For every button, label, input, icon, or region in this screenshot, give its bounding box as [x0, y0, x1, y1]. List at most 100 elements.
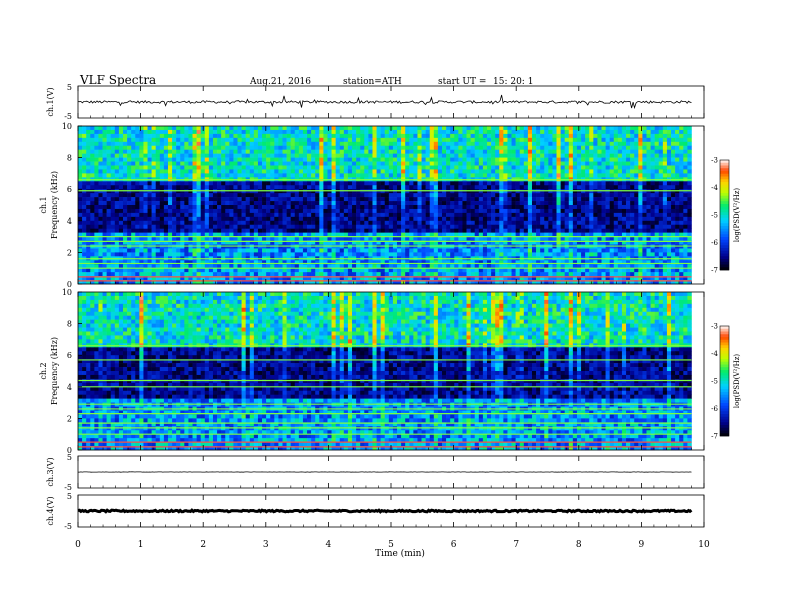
spectrogram-cell — [581, 181, 586, 186]
spectrogram-cell — [409, 232, 414, 237]
spectrogram-cell — [364, 181, 369, 186]
spectrogram-cell — [634, 169, 639, 174]
spectrogram-cell — [450, 216, 455, 222]
spectrogram-cell — [114, 141, 120, 147]
spectrogram-cell — [180, 161, 185, 166]
spectrogram-cell — [360, 145, 365, 150]
spectrogram-cell — [397, 133, 402, 139]
spectrogram-cell — [257, 153, 263, 158]
spectrogram-cell — [118, 173, 124, 178]
spectrogram-cell — [679, 224, 684, 229]
spectrogram-cell — [204, 157, 210, 162]
spectrogram-cell — [262, 236, 267, 241]
spectrogram-cell — [613, 224, 619, 229]
spectrogram-cell — [536, 216, 541, 222]
spectrogram-cell — [200, 181, 206, 186]
spectrogram-cell — [626, 197, 631, 202]
spectrogram-cell — [286, 161, 291, 166]
spectrogram-cell — [294, 208, 300, 214]
spectrogram-cell — [540, 252, 545, 257]
spectrogram-cell — [564, 149, 570, 154]
spectrogram-cell — [110, 133, 116, 139]
spectrogram-cell — [482, 173, 488, 178]
spectrogram-cell — [446, 133, 451, 139]
spectrogram-cell — [278, 126, 283, 131]
spectrogram-cell — [687, 232, 692, 237]
spectrogram-cell — [249, 153, 255, 158]
spectrogram-cell — [392, 165, 398, 170]
spectrogram-cell — [568, 185, 574, 190]
spectrogram-cell — [356, 137, 361, 143]
spectrogram-cell — [572, 133, 578, 139]
spectrogram-cell — [437, 252, 443, 257]
spectrogram-cell — [397, 212, 402, 218]
spectrogram-cell — [294, 216, 300, 222]
spectrogram-cell — [429, 197, 435, 202]
spectrogram-cell — [266, 161, 271, 166]
spectrogram-cell — [163, 169, 169, 174]
spectrogram-cell — [294, 157, 300, 162]
spectrogram-cell — [515, 153, 521, 158]
spectrogram-cell — [515, 185, 521, 190]
spectrogram-cell — [413, 181, 418, 186]
spectrogram-cell — [167, 240, 173, 245]
spectrogram-cell — [368, 157, 373, 162]
spectrogram-cell — [335, 205, 341, 210]
spectrogram-cell — [102, 185, 107, 190]
spectrogram-cell — [617, 153, 623, 158]
spectrogram-cell — [302, 126, 308, 131]
spectrogram-cell — [470, 169, 476, 174]
spectrogram-cell — [621, 161, 627, 166]
spectrogram-cell — [249, 208, 255, 214]
spectrogram-cell — [421, 224, 426, 229]
spectrogram-cell — [491, 149, 496, 154]
spectrogram-cell — [139, 228, 144, 233]
spectrogram-cell — [560, 161, 565, 166]
spectrogram-cell — [339, 181, 345, 186]
spectrogram-cell — [352, 232, 357, 237]
spectrogram-cell — [114, 157, 120, 162]
spectrogram-cell — [356, 169, 361, 174]
spectrogram-cell — [282, 205, 287, 210]
spectrogram-cell — [335, 228, 341, 233]
spectrogram-cell — [364, 228, 369, 233]
spectrogram-cell — [658, 212, 664, 218]
spectrogram-cell — [540, 185, 545, 190]
spectrogram-cell — [450, 137, 455, 143]
spectrogram-cell — [499, 149, 504, 154]
spectrogram-cell — [376, 236, 381, 241]
spectrogram-cell — [315, 240, 320, 245]
spectrogram-cell — [294, 173, 300, 178]
spectrogram-cell — [425, 126, 431, 131]
spectrogram-cell — [286, 220, 291, 226]
spectrogram-cell — [262, 181, 267, 186]
spectrogram-cell — [666, 216, 672, 222]
spectrogram-cell — [679, 240, 684, 245]
spectrogram-cell — [302, 205, 308, 210]
spectrogram-cell — [585, 205, 590, 210]
spectrogram-cell — [302, 220, 308, 226]
spectrogram-cell — [294, 149, 300, 154]
spectrogram-cell — [364, 240, 369, 245]
spectrogram-cell — [343, 141, 349, 147]
spectrogram-cell — [458, 165, 463, 170]
spectrogram-cell — [425, 169, 431, 174]
spectrogram-cell — [212, 236, 218, 241]
spectrogram-cell — [642, 157, 647, 162]
spectrogram-cell — [102, 129, 107, 135]
spectrogram-cell — [180, 157, 185, 162]
spectrogram-cell — [560, 220, 565, 226]
spectrogram-cell — [564, 133, 570, 139]
spectrogram-cell — [176, 129, 181, 135]
spectrogram-cell — [229, 133, 234, 139]
spectrogram-cell — [127, 252, 132, 257]
spectrogram-cell — [368, 165, 373, 170]
spectrogram-cell — [282, 153, 287, 158]
spectrogram-cell — [507, 197, 512, 202]
spectrogram-cell — [78, 252, 83, 257]
spectrogram-cell — [511, 126, 516, 131]
spectrogram-cell — [331, 224, 336, 229]
spectrogram-cell — [470, 224, 476, 229]
spectrogram-cell — [139, 236, 144, 241]
spectrogram-cell — [482, 208, 488, 214]
